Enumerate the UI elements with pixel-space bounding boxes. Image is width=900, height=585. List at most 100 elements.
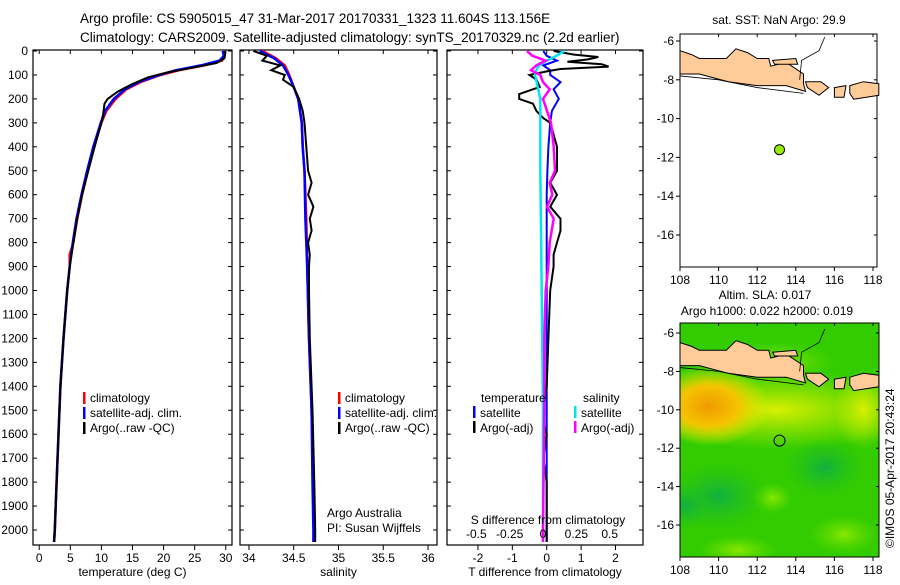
lat-tick-label: -8 [663,73,674,87]
temperature-xtick-label: 30 [219,551,233,565]
legend-swatch-0 [83,392,86,404]
sla-map-title-line1: Altim. SLA: 0.017 [719,288,812,302]
depth-tick-label: 700 [8,212,28,226]
lat-tick-label: -12 [657,150,675,164]
legend-swatch-legend_salinity [574,421,577,433]
salinity-xtick-label: 34 [242,551,256,565]
depth-tick-label: 1700 [1,451,28,465]
lat-tick-label: -12 [657,441,675,455]
argo-float-marker [775,145,785,155]
sla-map-title-line2: Argo h1000: 0.022 h2000: 0.019 [681,304,853,318]
legend-swatch-0 [338,392,341,404]
s-diff-tick-label: -0.25 [496,527,524,541]
depth-tick-label: 1100 [2,307,28,321]
difference-xtick-label: 2 [612,551,619,565]
legend-label: Argo(-adj) [480,421,533,435]
lon-tick-label: 110 [709,273,728,287]
land-coastline [834,377,846,389]
depth-tick-label: 1800 [1,475,28,489]
salinity-xtick-label: 36 [421,551,435,565]
temperature-xtick-label: 0 [36,551,43,565]
difference-xtick-label: 0 [543,551,550,565]
lon-tick-label: 108 [670,273,690,287]
legend-swatch-legend_temperature [473,421,476,433]
legend-swatch-2 [83,422,86,434]
lon-tick-label: 110 [709,563,728,577]
lon-tick-label: 114 [786,273,805,287]
legend-label: climatology [345,391,405,405]
depth-tick-label: 0 [21,44,28,58]
depth-tick-label: 1300 [1,355,28,369]
sla-anomaly [809,515,879,555]
temperature-xlabel: temperature (deg C) [78,565,186,579]
legend-swatch-legend_temperature [473,406,476,418]
depth-tick-label: 1600 [1,427,28,441]
temperature-xtick-label: 25 [188,551,202,565]
depth-tick-label: 900 [8,260,28,274]
s-diff-tick-label: 0.25 [565,527,589,541]
sst-map-title: sat. SST: NaN Argo: 29.9 [712,13,846,27]
legend-label: Argo(-adj) [581,421,634,435]
depth-tick-label: 1900 [1,499,28,513]
legend-label: satellite-adj. clim. [345,406,437,420]
credit-text: ©IMOS 05-Apr-2017 20:43:24 [883,388,897,548]
depth-tick-label: 1500 [1,403,28,417]
s-diff-tick-label: 0.5 [601,527,618,541]
lat-tick-label: -8 [663,364,674,378]
lon-tick-label: 114 [786,563,805,577]
lat-tick-label: -16 [657,228,675,242]
lon-tick-label: 116 [825,273,844,287]
depth-tick-label: 500 [8,164,28,178]
lon-tick-label: 112 [748,273,767,287]
depth-tick-label: 600 [8,188,28,202]
legend-label: climatology [90,391,150,405]
depth-tick-label: 200 [8,92,28,106]
s-diff-tick-label: 0 [540,527,547,541]
salinity-xtick-label: 35.5 [372,551,396,565]
lat-tick-label: -6 [663,326,674,340]
salinity-xtick-label: 35 [332,551,346,565]
depth-tick-label: 300 [8,116,28,130]
lon-tick-label: 112 [748,563,767,577]
land-coastline [773,59,798,65]
annotation-line1: Argo Australia [327,506,402,520]
legend-swatch-1 [338,407,341,419]
legend-swatch-2 [338,422,341,434]
header-line1: Argo profile: CS 5905015_47 31-Mar-2017 … [80,11,550,26]
legend-temperature-title: temperature [481,391,546,405]
sst-map: 108 110 112 114 116 118 -6 -8 -10 -12 -14 -16 [657,34,883,287]
lat-tick-label: -6 [663,34,674,48]
s-diff-axis-label: S difference from climatology [471,513,626,527]
salinity-xtick-label: 34.5 [282,551,306,565]
legend-salinity-title: salinity [583,391,620,405]
temperature-xtick-label: 10 [95,551,109,565]
lat-tick-label: -14 [657,189,675,203]
legend-label: Argo(..raw -QC) [345,421,430,435]
s-diff-tick-label: -0.5 [466,527,487,541]
sla-anomaly [698,535,778,565]
depth-tick-label: 400 [8,140,28,154]
lat-tick-label: -10 [657,112,675,126]
legend-label: satellite-adj. clim. [90,406,182,420]
temperature-xtick-label: 15 [126,551,140,565]
difference-xtick-label: -1 [507,551,518,565]
temperature-xtick-label: 20 [157,551,171,565]
land-coastline [834,86,846,98]
land-coastline [850,82,879,100]
depth-tick-label: 1000 [1,284,28,298]
annotation-line2: PI: Susan Wijffels [327,521,421,535]
lon-tick-label: 118 [863,273,882,287]
lat-tick-label: -14 [657,480,675,494]
lon-tick-label: 118 [863,563,882,577]
salinity-xlabel: salinity [320,565,357,579]
temperature-xtick-label: 5 [67,551,74,565]
salinity-frame [240,50,437,545]
depth-tick-label: 800 [8,236,28,250]
legend-label: satellite [581,406,622,420]
depth-tick-label: 2000 [1,523,28,537]
legend-swatch-1 [83,407,86,419]
difference-xtick-label: 1 [578,551,585,565]
